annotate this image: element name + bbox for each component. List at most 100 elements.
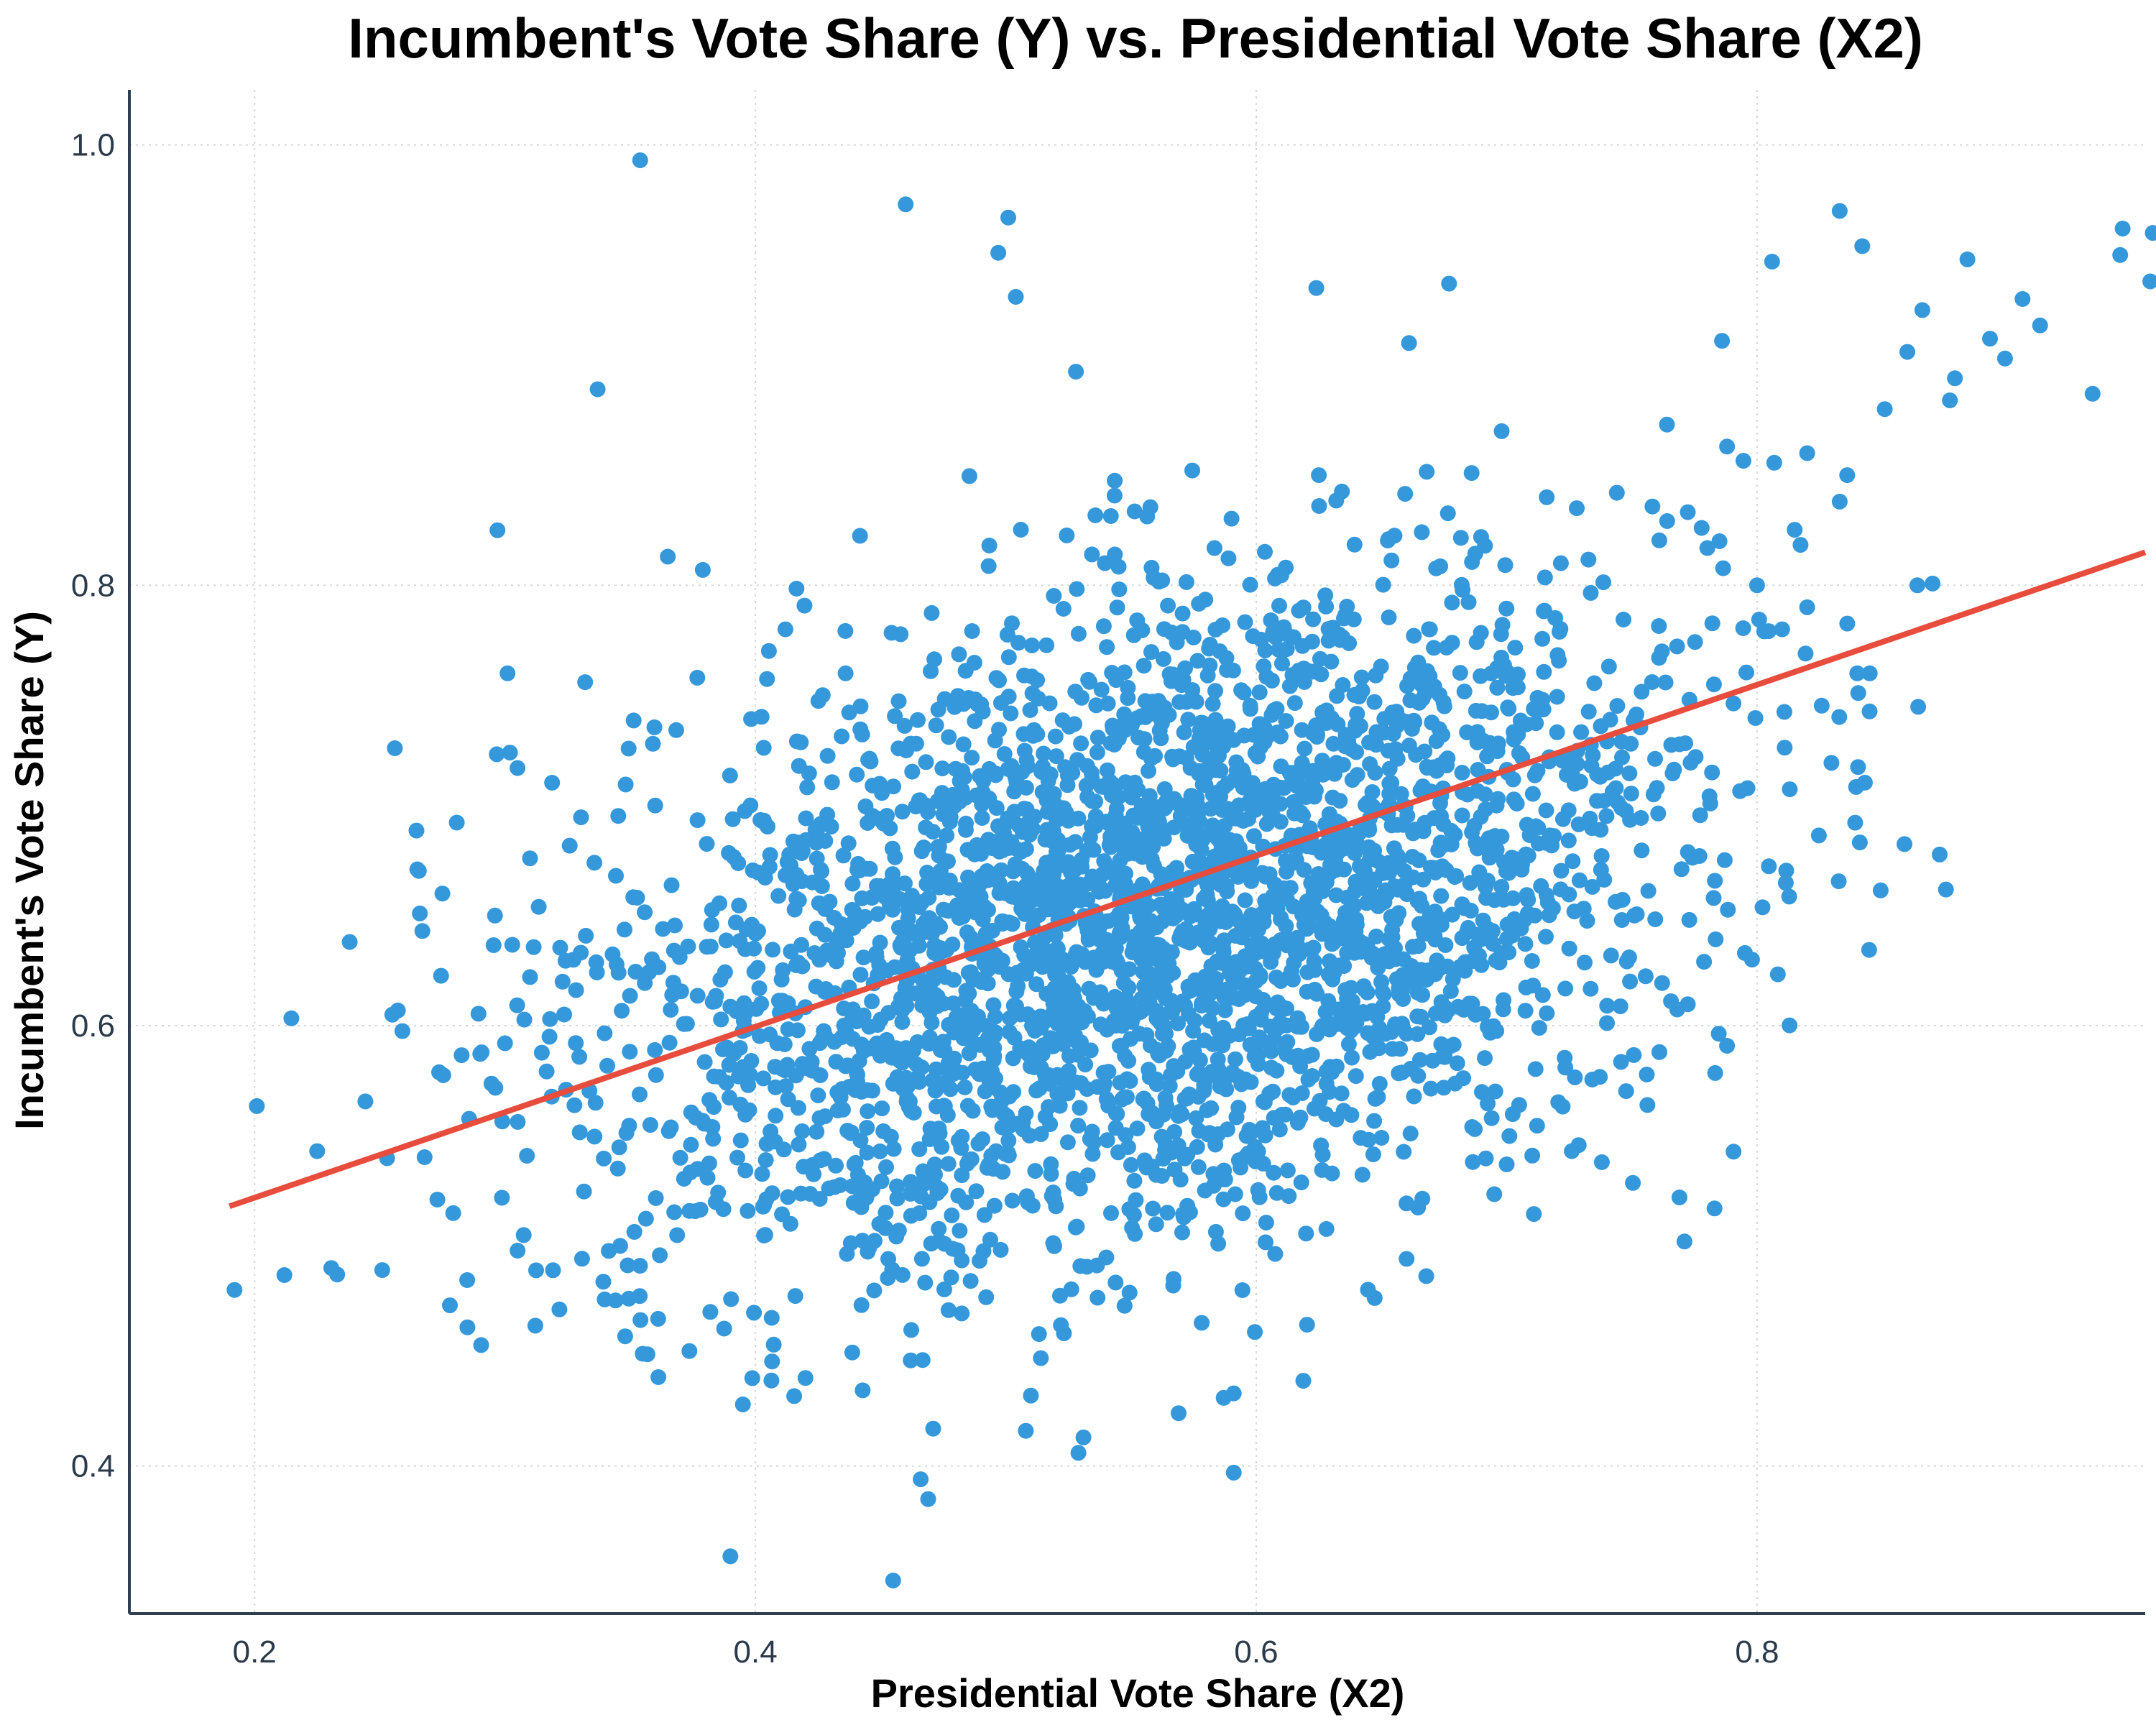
data-point — [790, 1100, 806, 1116]
data-point — [1766, 454, 1782, 471]
data-point — [1281, 931, 1296, 947]
data-point — [1258, 816, 1275, 832]
data-point — [1567, 1069, 1583, 1085]
data-point — [1059, 777, 1076, 794]
data-point — [933, 1042, 949, 1058]
data-point — [1644, 498, 1661, 515]
data-point — [1345, 993, 1360, 1010]
data-point — [1267, 1246, 1284, 1262]
data-point — [1454, 807, 1470, 824]
data-point — [538, 1063, 555, 1080]
data-point — [1380, 533, 1396, 548]
data-point — [911, 898, 927, 915]
data-point — [357, 1093, 374, 1110]
data-point — [1089, 730, 1106, 746]
data-point — [1126, 929, 1143, 945]
data-point — [775, 962, 791, 978]
data-point — [1982, 331, 1998, 347]
data-point — [1254, 865, 1271, 881]
data-point — [1557, 980, 1574, 997]
data-point — [648, 1190, 664, 1206]
data-point — [737, 803, 753, 819]
data-point — [568, 1035, 584, 1052]
data-point — [473, 1337, 489, 1353]
data-point — [474, 1044, 490, 1061]
data-point — [701, 1092, 718, 1108]
data-point — [899, 952, 916, 968]
data-point — [915, 1163, 931, 1179]
data-point — [1267, 570, 1284, 586]
data-point — [1481, 735, 1498, 751]
data-point — [1437, 1049, 1453, 1065]
data-point — [1000, 209, 1016, 226]
data-point — [1042, 875, 1059, 892]
data-point — [1332, 793, 1348, 809]
data-point — [780, 1189, 796, 1205]
data-point — [768, 1108, 784, 1124]
data-point — [1084, 1146, 1101, 1162]
data-point — [1057, 759, 1074, 776]
data-point — [2032, 317, 2048, 334]
data-point — [786, 1388, 803, 1404]
data-point — [1639, 1097, 1656, 1113]
data-point — [1143, 1158, 1160, 1174]
data-point — [1010, 817, 1027, 834]
data-point — [1039, 901, 1056, 918]
data-point — [1687, 634, 1703, 650]
data-point — [667, 917, 683, 934]
data-point — [882, 820, 898, 837]
data-point — [1657, 674, 1674, 691]
y-tick-label: 0.8 — [71, 568, 115, 603]
data-point — [1079, 1081, 1095, 1098]
data-point — [1475, 912, 1491, 929]
data-point — [952, 897, 969, 914]
data-point — [1527, 1061, 1544, 1077]
data-point — [1242, 701, 1258, 717]
data-point — [1850, 759, 1866, 776]
data-point — [734, 1397, 751, 1412]
data-point — [2112, 247, 2129, 263]
data-point — [1401, 335, 1417, 351]
data-point — [1647, 911, 1664, 927]
data-point — [982, 1231, 998, 1248]
data-point — [936, 1281, 952, 1297]
data-point — [1422, 1019, 1437, 1036]
data-point — [1419, 760, 1436, 776]
data-point — [1411, 1052, 1428, 1068]
data-point — [1218, 1081, 1235, 1098]
data-point — [668, 722, 684, 738]
data-point — [617, 921, 632, 938]
data-point — [770, 888, 787, 904]
data-point — [637, 1210, 654, 1227]
data-point — [1427, 932, 1444, 948]
data-point — [1273, 758, 1289, 775]
data-point — [1368, 928, 1384, 944]
data-point — [844, 1344, 860, 1361]
data-point — [1065, 982, 1082, 998]
data-point — [1175, 671, 1192, 688]
data-point — [1314, 1162, 1330, 1178]
data-point — [1381, 953, 1397, 970]
data-point — [453, 1047, 470, 1064]
data-point — [1584, 1072, 1600, 1087]
data-point — [1651, 532, 1667, 548]
data-point — [1797, 645, 1814, 662]
data-point — [611, 1139, 627, 1156]
data-point — [1850, 685, 1866, 702]
data-point — [736, 1069, 752, 1085]
data-point — [1171, 694, 1188, 710]
data-point — [1023, 638, 1040, 653]
data-point — [869, 878, 885, 894]
data-point — [1640, 883, 1657, 899]
data-point — [890, 1223, 907, 1238]
data-point — [1634, 684, 1650, 700]
data-point — [1340, 733, 1357, 749]
data-point — [689, 669, 706, 686]
data-point — [1181, 1086, 1197, 1103]
data-point — [1505, 680, 1521, 696]
data-point — [515, 1227, 532, 1243]
data-point — [1286, 898, 1302, 915]
data-point — [1092, 1016, 1109, 1033]
data-point — [660, 1123, 677, 1139]
data-point — [1210, 717, 1227, 733]
